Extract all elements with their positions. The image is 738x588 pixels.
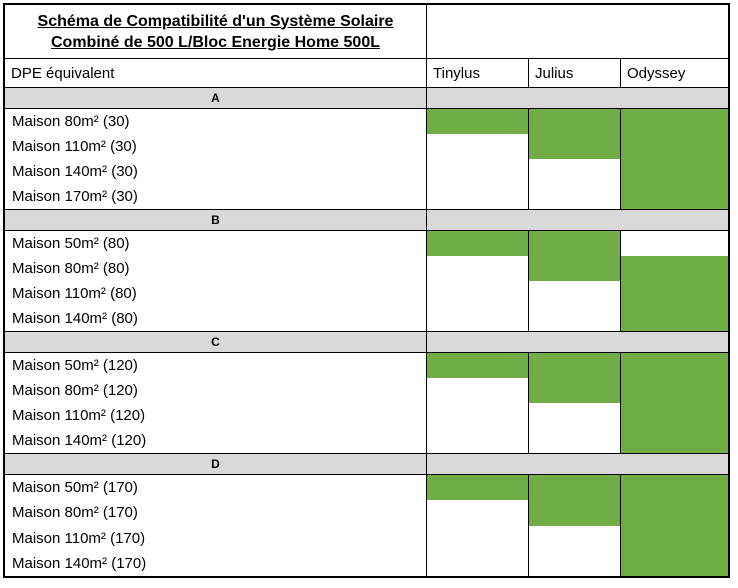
row-label: Maison 50m² (170) bbox=[12, 479, 138, 497]
section-header-bar-right bbox=[427, 332, 728, 352]
compat-cell-julius-compatible bbox=[528, 353, 620, 378]
compat-cell-tinylus-empty bbox=[426, 184, 528, 209]
row-label: Maison 80m² (170) bbox=[12, 504, 138, 522]
compat-cell-julius-empty bbox=[528, 403, 620, 428]
compat-cell-julius-empty bbox=[528, 550, 620, 576]
column-header-julius: Julius bbox=[528, 59, 620, 87]
row-label: Maison 110m² (120) bbox=[12, 407, 146, 424]
row-label: Maison 110m² (80) bbox=[12, 285, 137, 302]
section-header-bar: C bbox=[5, 332, 728, 353]
compat-cell-julius-compatible bbox=[528, 231, 620, 256]
row-label: Maison 50m² (120) bbox=[12, 357, 138, 374]
compat-cell-tinylus-empty bbox=[426, 134, 528, 159]
dpe-section-B: B Maison 50m² (80) Maison 80m² (80) Maison … bbox=[5, 210, 728, 332]
row-label: Maison 50m² (80) bbox=[12, 235, 130, 252]
compat-cell-julius-compatible bbox=[528, 475, 620, 501]
compat-cell-julius-empty bbox=[528, 525, 620, 551]
compat-cell-odyssey-compatible bbox=[620, 109, 728, 134]
section-header-bar: B bbox=[5, 210, 728, 231]
row-label: Maison 110m² (170) bbox=[12, 529, 146, 547]
compat-cell-odyssey-compatible bbox=[620, 306, 728, 331]
row-label: Maison 140m² (120) bbox=[12, 432, 147, 449]
compat-cell-tinylus-empty bbox=[426, 403, 528, 428]
row-label: Maison 80m² (80) bbox=[12, 260, 130, 277]
section-header-bar: D bbox=[5, 454, 728, 475]
compat-cell-julius-empty bbox=[528, 159, 620, 184]
row-label: Maison 80m² (120) bbox=[12, 382, 138, 399]
dpe-section-A: A Maison 80m² (30) Maison 110m² (30) Maison… bbox=[5, 88, 728, 210]
row-label: Maison 110m² (30) bbox=[12, 138, 137, 155]
compat-cell-tinylus-empty bbox=[426, 281, 528, 306]
compat-cell-tinylus-empty bbox=[426, 550, 528, 576]
compat-cell-odyssey-compatible bbox=[620, 428, 728, 453]
compat-cell-julius-empty bbox=[528, 184, 620, 209]
section-body: Maison 50m² (120) Maison 80m² (120) Maison… bbox=[5, 353, 728, 454]
row-label: Maison 170m² (30) bbox=[12, 188, 138, 205]
section-header-bar: A bbox=[5, 88, 728, 109]
section-label: A bbox=[5, 88, 427, 108]
compat-cell-tinylus-empty bbox=[426, 256, 528, 281]
table-title-cell: Schéma de Compatibilité d'un Système Sol… bbox=[5, 5, 427, 58]
row-label: Maison 80m² (30) bbox=[12, 113, 130, 130]
compat-cell-tinylus-compatible bbox=[426, 353, 528, 378]
compat-cell-tinylus-empty bbox=[426, 500, 528, 526]
compat-cell-tinylus-empty bbox=[426, 306, 528, 331]
section-label: D bbox=[5, 454, 427, 474]
dpe-equivalent-label: DPE équivalent bbox=[11, 64, 115, 82]
compat-cell-tinylus-empty bbox=[426, 525, 528, 551]
compat-cell-julius-empty bbox=[528, 281, 620, 306]
compat-cell-odyssey-compatible bbox=[620, 403, 728, 428]
compat-cell-odyssey-compatible bbox=[620, 475, 728, 501]
compat-cell-julius-compatible bbox=[528, 134, 620, 159]
compat-cell-tinylus-empty bbox=[426, 159, 528, 184]
compat-cell-tinylus-empty bbox=[426, 378, 528, 403]
column-header-odyssey: Odyssey bbox=[620, 59, 728, 87]
row-label: Maison 140m² (80) bbox=[12, 310, 138, 327]
compat-cell-tinylus-empty bbox=[426, 428, 528, 453]
dpe-section-C: C Maison 50m² (120) Maison 80m² (120) Maiso… bbox=[5, 332, 728, 454]
title-row: Schéma de Compatibilité d'un Système Sol… bbox=[5, 5, 728, 59]
compat-cell-odyssey-compatible bbox=[620, 525, 728, 551]
section-header-bar-right bbox=[427, 454, 728, 474]
compat-cell-odyssey-compatible bbox=[620, 378, 728, 403]
compat-cell-julius-compatible bbox=[528, 378, 620, 403]
compat-cell-julius-empty bbox=[528, 306, 620, 331]
compat-cell-julius-compatible bbox=[528, 109, 620, 134]
section-label: B bbox=[5, 210, 427, 230]
section-body: Maison 50m² (170) Maison 80m² (170) Maison… bbox=[5, 475, 728, 576]
compat-cell-tinylus-compatible bbox=[426, 231, 528, 256]
row-label: Maison 140m² (170) bbox=[12, 554, 147, 572]
compat-cell-odyssey-compatible bbox=[620, 159, 728, 184]
column-header-tinylus: Tinylus bbox=[426, 59, 528, 87]
column-header-row: DPE équivalent Tinylus Julius Odyssey bbox=[5, 59, 728, 88]
title-empty-cell bbox=[427, 5, 728, 58]
compat-cell-odyssey-compatible bbox=[620, 281, 728, 306]
compat-cell-odyssey-compatible bbox=[620, 500, 728, 526]
section-body: Maison 80m² (30) Maison 110m² (30) Maison … bbox=[5, 109, 728, 210]
section-body: Maison 50m² (80) Maison 80m² (80) Maison 1… bbox=[5, 231, 728, 332]
section-header-bar-right bbox=[427, 210, 728, 230]
compat-cell-odyssey-compatible bbox=[620, 550, 728, 576]
table-title-line2: Combiné de 500 L/Bloc Energie Home 500L bbox=[51, 33, 380, 51]
compat-cell-julius-compatible bbox=[528, 256, 620, 281]
compat-cell-julius-compatible bbox=[528, 500, 620, 526]
compat-cell-odyssey-compatible bbox=[620, 134, 728, 159]
compatibility-table: Schéma de Compatibilité d'un Système Sol… bbox=[3, 3, 730, 578]
compat-cell-odyssey-compatible bbox=[620, 353, 728, 378]
dpe-section-D: D Maison 50m² (170) Maison 80m² (170) Maiso… bbox=[5, 454, 728, 576]
compat-cell-odyssey-compatible bbox=[620, 184, 728, 209]
compat-cell-julius-empty bbox=[528, 428, 620, 453]
section-label: C bbox=[5, 332, 427, 352]
sections: A Maison 80m² (30) Maison 110m² (30) Maison… bbox=[5, 88, 728, 576]
compat-cell-odyssey-compatible bbox=[620, 256, 728, 281]
table-title-line1: Schéma de Compatibilité d'un Système Sol… bbox=[37, 12, 394, 30]
compat-cell-odyssey-empty bbox=[620, 231, 728, 256]
compat-cell-tinylus-compatible bbox=[426, 109, 528, 134]
compat-cell-tinylus-compatible bbox=[426, 475, 528, 501]
row-label: Maison 140m² (30) bbox=[12, 163, 138, 180]
section-header-bar-right bbox=[427, 88, 728, 108]
